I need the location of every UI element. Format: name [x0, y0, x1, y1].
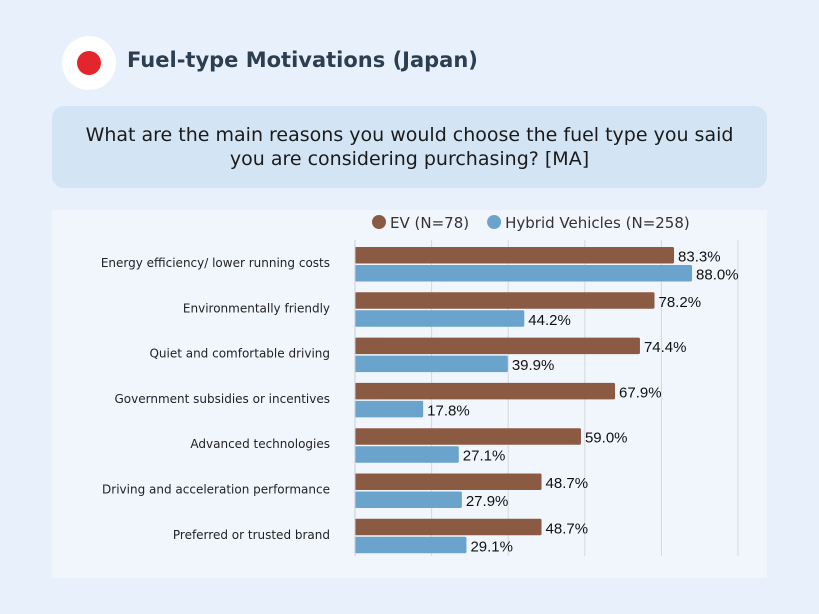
- bar-hybrid: [355, 265, 693, 282]
- bar-ev: [355, 518, 542, 536]
- bar-ev: [355, 247, 675, 264]
- data-label: 39.9%: [512, 357, 555, 374]
- category-label: Advanced technologies: [190, 437, 330, 451]
- category-label: Quiet and comfortable driving: [149, 347, 330, 361]
- data-label: 83.3%: [678, 249, 721, 266]
- category-label: Preferred or trusted brand: [173, 528, 330, 542]
- legend-marker: [372, 215, 386, 229]
- bar-hybrid: [355, 491, 462, 508]
- data-label: 74.4%: [644, 339, 687, 356]
- bar-ev: [355, 292, 655, 309]
- data-label: 78.2%: [659, 294, 702, 311]
- data-label: 17.8%: [427, 402, 470, 419]
- legend-marker: [487, 215, 502, 229]
- bar-hybrid: [355, 310, 525, 327]
- bar-hybrid: [355, 400, 424, 418]
- data-label: 59.0%: [585, 430, 628, 447]
- bar-hybrid: [355, 446, 459, 463]
- data-label: 27.9%: [466, 493, 509, 510]
- data-label: 29.1%: [470, 538, 513, 555]
- category-label: Environmentally friendly: [183, 301, 330, 315]
- bar-hybrid: [355, 355, 508, 373]
- survey-question: What are the main reasons you would choo…: [52, 106, 767, 188]
- category-label: Energy efficiency/ lower running costs: [101, 256, 330, 270]
- bar-ev: [355, 382, 616, 400]
- bar-ev: [355, 337, 640, 355]
- data-label: 44.2%: [528, 312, 571, 329]
- data-label: 48.7%: [546, 475, 589, 492]
- category-label: Government subsidies or incentives: [114, 392, 330, 406]
- legend-label: Hybrid Vehicles (N=258): [505, 214, 690, 232]
- bar-ev: [355, 473, 542, 490]
- bar-ev: [355, 428, 581, 445]
- category-label: Driving and acceleration performance: [102, 483, 330, 497]
- bar-hybrid: [355, 536, 467, 554]
- page-title: Fuel-type Motivations (Japan): [127, 48, 478, 72]
- japan-flag-icon: [62, 36, 116, 90]
- data-label: 27.1%: [463, 448, 506, 465]
- data-label: 67.9%: [619, 384, 662, 401]
- data-label: 48.7%: [546, 520, 589, 537]
- data-label: 88.0%: [696, 267, 739, 284]
- legend-label: EV (N=78): [390, 214, 469, 232]
